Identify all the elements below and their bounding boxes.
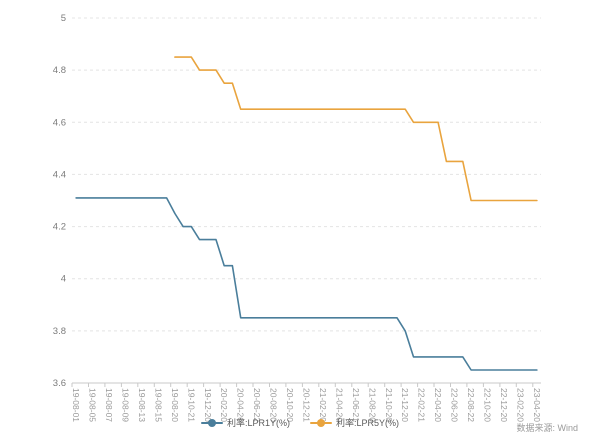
svg-text:4.6: 4.6	[53, 117, 66, 128]
svg-text:20-12-21: 20-12-21	[302, 388, 312, 422]
svg-text:21-10-20: 21-10-20	[384, 388, 394, 422]
svg-text:22-06-20: 22-06-20	[450, 388, 460, 422]
svg-text:22-12-20: 22-12-20	[499, 388, 509, 422]
svg-text:19-08-20: 19-08-20	[170, 388, 180, 422]
svg-text:22-08-22: 22-08-22	[466, 388, 476, 422]
svg-text:4.8: 4.8	[53, 65, 66, 76]
svg-text:21-08-20: 21-08-20	[367, 388, 377, 422]
svg-text:22-02-21: 22-02-21	[417, 388, 427, 422]
svg-text:4: 4	[61, 274, 66, 285]
svg-text:21-06-21: 21-06-21	[351, 388, 361, 422]
svg-text:4.2: 4.2	[53, 222, 66, 233]
svg-text:20-10-20: 20-10-20	[285, 388, 295, 422]
lpr1y-line-marker-icon	[200, 418, 223, 428]
svg-text:21-04-20: 21-04-20	[334, 388, 344, 422]
svg-text:21-12-20: 21-12-20	[400, 388, 410, 422]
svg-text:19-12-20: 19-12-20	[203, 388, 213, 422]
legend-item-lpr5y[interactable]: 利率:LPR5Y(%)	[310, 417, 399, 429]
svg-text:20-02-20: 20-02-20	[219, 388, 229, 422]
lpr5y-line-marker-icon	[310, 418, 332, 428]
data-source-note: 数据来源: Wind	[516, 423, 578, 433]
chart-legend: 利率:LPR1Y(%) 利率:LPR5Y(%)	[0, 417, 600, 429]
svg-text:23-04-20: 23-04-20	[532, 388, 542, 422]
svg-text:20-08-20: 20-08-20	[269, 388, 279, 422]
svg-text:22-04-20: 22-04-20	[433, 388, 443, 422]
svg-text:19-08-05: 19-08-05	[88, 388, 98, 422]
svg-text:20-04-20: 20-04-20	[236, 388, 246, 422]
svg-text:21-02-20: 21-02-20	[318, 388, 328, 422]
svg-text:22-10-20: 22-10-20	[483, 388, 493, 422]
svg-text:23-02-20: 23-02-20	[515, 388, 525, 422]
svg-text:19-08-01: 19-08-01	[71, 388, 81, 422]
legend-label-lpr1y: 利率:LPR1Y(%)	[226, 418, 290, 428]
svg-text:3.8: 3.8	[53, 326, 66, 337]
svg-text:3.6: 3.6	[53, 378, 66, 389]
svg-text:19-08-09: 19-08-09	[121, 388, 131, 422]
svg-text:19-08-13: 19-08-13	[137, 388, 147, 422]
svg-text:19-08-07: 19-08-07	[104, 388, 114, 422]
svg-text:20-06-22: 20-06-22	[252, 388, 262, 422]
svg-text:19-10-21: 19-10-21	[186, 388, 196, 422]
svg-text:19-08-15: 19-08-15	[153, 388, 163, 422]
legend-item-lpr1y[interactable]: 利率:LPR1Y(%)	[200, 417, 290, 429]
svg-text:5: 5	[61, 13, 66, 24]
svg-text:4.4: 4.4	[53, 169, 66, 180]
legend-label-lpr5y: 利率:LPR5Y(%)	[336, 418, 400, 428]
